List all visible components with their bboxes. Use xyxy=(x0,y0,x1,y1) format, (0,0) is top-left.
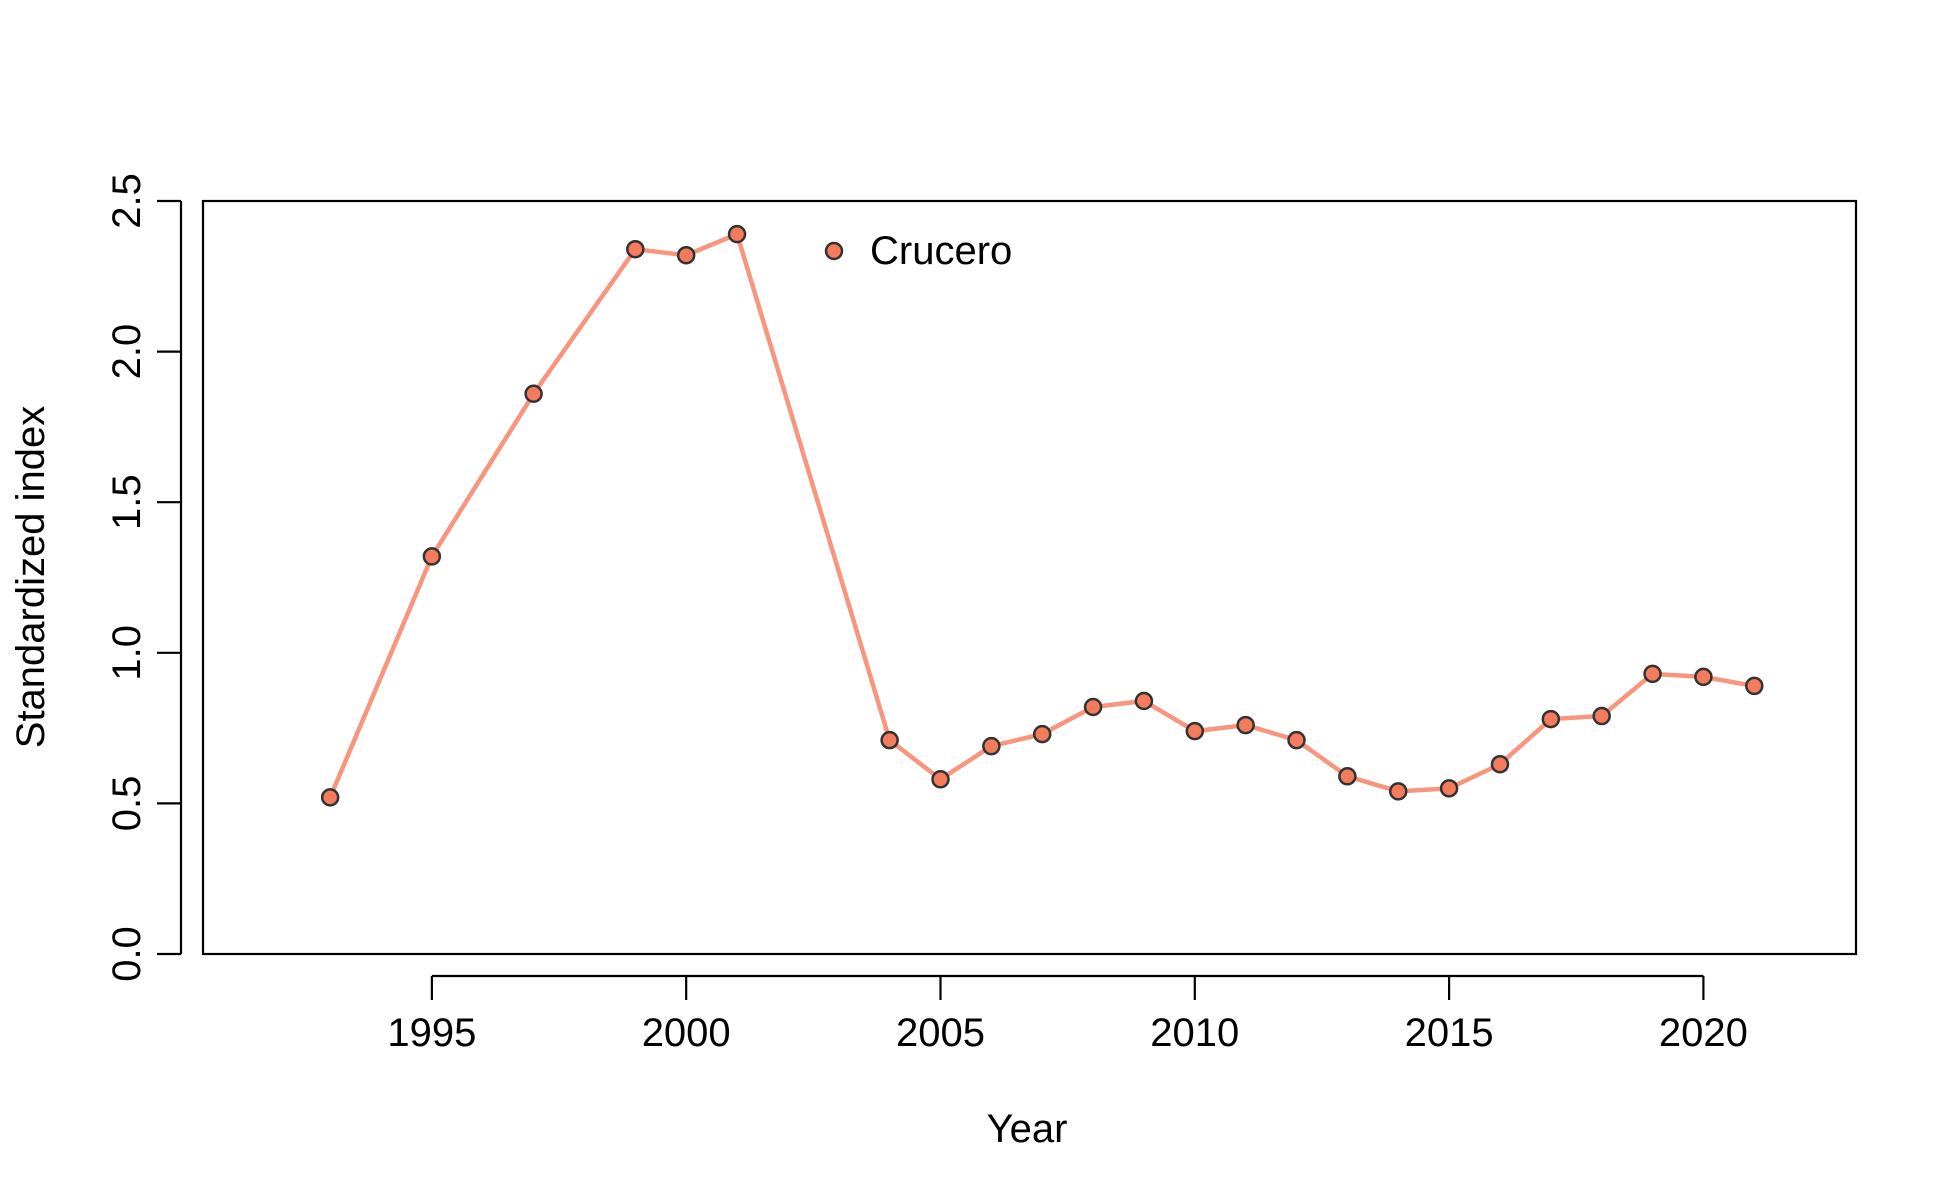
data-point xyxy=(626,239,645,259)
data-point xyxy=(1541,709,1561,729)
data-point xyxy=(1083,697,1103,717)
y-axis-title: Standardized index xyxy=(9,406,53,748)
data-point xyxy=(1439,779,1459,798)
y-tick-label: 0.0 xyxy=(105,926,149,982)
plot-frame xyxy=(201,199,1858,956)
legend-marker-icon xyxy=(824,241,844,261)
y-tick-label: 1.5 xyxy=(105,474,149,530)
x-tick-label: 2010 xyxy=(1150,1011,1239,1055)
y-tick-label: 1.0 xyxy=(105,625,149,681)
plot-area xyxy=(201,199,1858,956)
y-tick-label: 2.5 xyxy=(105,173,149,229)
x-tick-label: 2000 xyxy=(642,1011,731,1055)
x-tick-label: 2020 xyxy=(1659,1011,1748,1055)
data-point xyxy=(1134,691,1154,711)
x-axis-title: Year xyxy=(987,1107,1068,1151)
x-tick-label: 2005 xyxy=(896,1011,985,1055)
legend: Crucero xyxy=(824,229,1012,273)
x-tick-label: 1995 xyxy=(387,1011,476,1055)
data-point xyxy=(982,736,1001,756)
data-point xyxy=(727,224,747,244)
data-point xyxy=(1592,706,1611,726)
y-axis: 0.0 0.5 1.0 1.5 2.0 2.5 xyxy=(105,173,183,982)
x-tick-label: 2015 xyxy=(1405,1011,1494,1055)
x-axis: 1995 2000 2005 2010 2015 2020 xyxy=(387,974,1748,1055)
data-point xyxy=(320,788,340,807)
data-point xyxy=(1745,676,1764,696)
data-point xyxy=(422,547,442,566)
data-point xyxy=(1694,667,1713,687)
data-point xyxy=(676,245,696,265)
data-point xyxy=(1236,715,1255,735)
data-point xyxy=(1032,724,1052,744)
data-point xyxy=(1287,730,1306,750)
y-tick-label: 2.0 xyxy=(105,324,149,380)
data-point xyxy=(1388,782,1408,801)
data-series xyxy=(320,224,1764,807)
data-point xyxy=(1185,721,1205,741)
y-tick-label: 0.5 xyxy=(105,776,149,832)
data-point xyxy=(524,384,543,404)
data-point xyxy=(1643,664,1662,684)
data-point xyxy=(931,770,950,789)
data-point xyxy=(880,730,899,750)
legend-label: Crucero xyxy=(870,229,1012,273)
data-point xyxy=(1490,754,1510,774)
data-point xyxy=(1338,767,1357,786)
